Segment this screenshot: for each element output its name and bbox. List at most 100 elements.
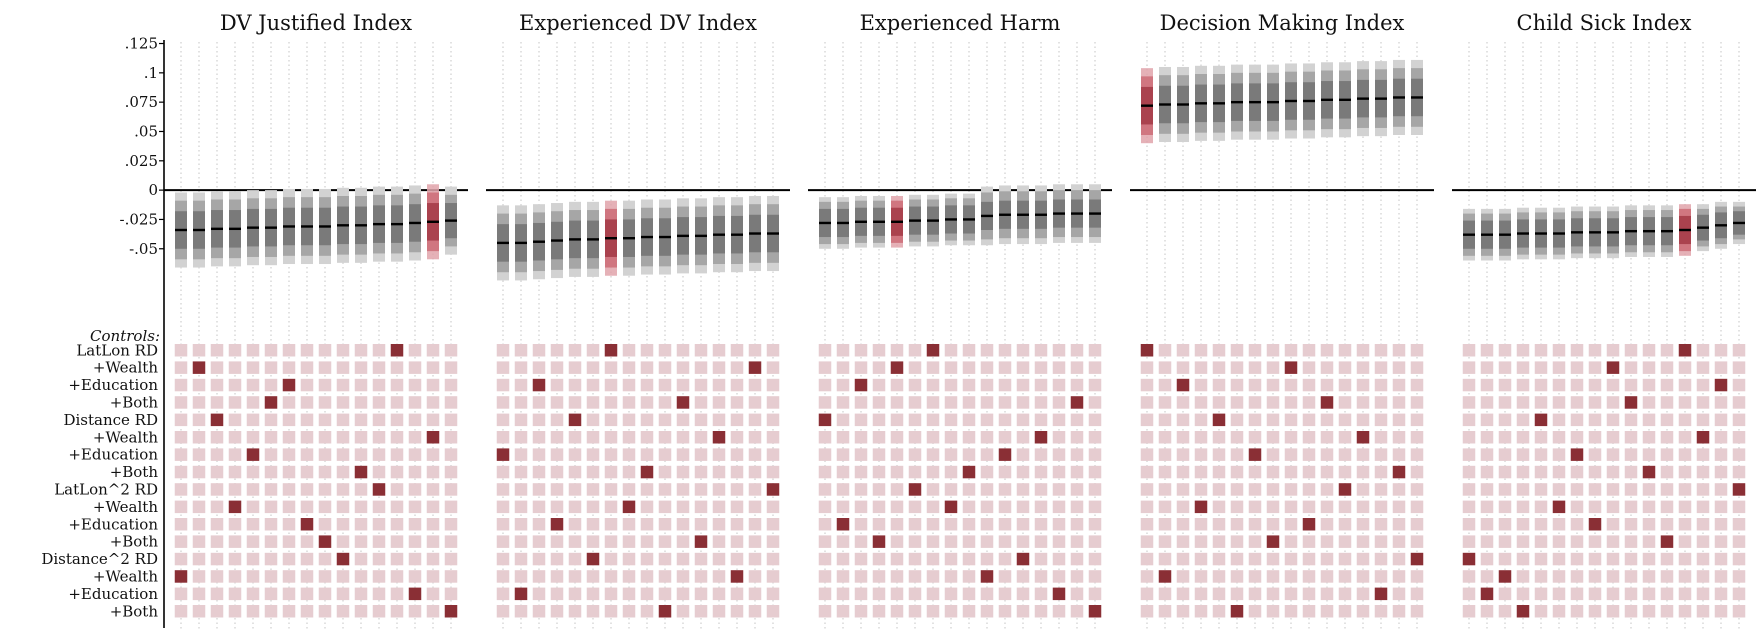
spec-cell [908, 518, 922, 531]
spec-cell [282, 413, 296, 427]
spec-cell [426, 500, 440, 514]
spec-cell [1266, 413, 1280, 427]
spec-cell [1516, 552, 1530, 566]
spec-cell [496, 431, 510, 444]
spec-cell [1714, 500, 1728, 514]
spec-cell-active [998, 448, 1012, 461]
spec-cell [766, 396, 780, 409]
spec-cell [1088, 361, 1102, 374]
spec-cell [1284, 518, 1298, 531]
spec-cell [282, 483, 296, 496]
spec-cell [210, 483, 224, 496]
spec-cell [1714, 552, 1728, 566]
spec-cell [514, 483, 528, 496]
spec-cell [1552, 396, 1566, 409]
spec-cell [1588, 483, 1602, 496]
spec-cell [854, 465, 868, 479]
spec-cell [300, 587, 314, 601]
spec-cell [926, 552, 940, 566]
spec-cell [676, 413, 690, 427]
spec-cell [818, 378, 832, 392]
spec-cell [1660, 361, 1674, 374]
spec-cell [622, 465, 636, 479]
spec-cell [962, 361, 976, 374]
spec-cell [1320, 587, 1334, 601]
spec-cell [712, 396, 726, 409]
spec-cell [1462, 448, 1476, 461]
spec-cell [192, 378, 206, 392]
spec-cell [1480, 552, 1494, 566]
estimate-column [909, 194, 921, 247]
spec-cell [1248, 344, 1262, 357]
spec-cell [444, 552, 458, 566]
spec-cell [282, 500, 296, 514]
spec-cell [174, 413, 188, 427]
spec-cell [1374, 396, 1388, 409]
spec-cell [550, 483, 564, 496]
spec-cell [694, 500, 708, 514]
spec-cell [1194, 483, 1208, 496]
estimate-column [193, 192, 205, 268]
spec-cell [192, 396, 206, 409]
spec-cell [1158, 448, 1172, 461]
spec-cell [1088, 465, 1102, 479]
spec-cell-active [694, 535, 708, 548]
spec-cell [1410, 431, 1424, 444]
spec-cell [514, 431, 528, 444]
estimate-column [515, 205, 527, 281]
spec-cell [1194, 431, 1208, 444]
spec-cell [1410, 535, 1424, 548]
spec-cell [300, 396, 314, 409]
spec-cell [1338, 535, 1352, 548]
spec-cell [246, 378, 260, 392]
spec-cell [908, 605, 922, 618]
spec-cell [1356, 552, 1370, 566]
spec-cell [908, 465, 922, 479]
spec-cell [854, 605, 868, 618]
spec-cell [1410, 344, 1424, 357]
spec-cell [1070, 552, 1084, 566]
spec-cell [532, 361, 546, 374]
spec-cell [1176, 431, 1190, 444]
spec-cell [1374, 518, 1388, 531]
panel-title: DV Justified Index [220, 11, 412, 35]
spec-cell [1356, 535, 1370, 548]
spec-cell [1410, 605, 1424, 618]
spec-cell [390, 483, 404, 496]
spec-cell [318, 465, 332, 479]
spec-cell [712, 500, 726, 514]
spec-cell [174, 431, 188, 444]
spec-cell [1230, 552, 1244, 566]
spec-cell [586, 535, 600, 548]
spec-cell [1070, 378, 1084, 392]
spec-cell [748, 500, 762, 514]
spec-cell [1338, 448, 1352, 461]
spec-cell [1660, 518, 1674, 531]
spec-cell [1624, 413, 1638, 427]
spec-cell [694, 552, 708, 566]
spec-cell [962, 587, 976, 601]
spec-cell [496, 378, 510, 392]
estimate-column [749, 195, 761, 272]
spec-cell [1732, 431, 1746, 444]
spec-cell [1176, 500, 1190, 514]
spec-cell [622, 361, 636, 374]
spec-cell [1320, 413, 1334, 427]
spec-cell [1624, 344, 1638, 357]
spec-cell [1480, 518, 1494, 531]
spec-cell [604, 378, 618, 392]
spec-cell [640, 535, 654, 548]
spec-cell-active [926, 344, 940, 357]
spec-cell [568, 500, 582, 514]
estimate-column [1643, 205, 1655, 257]
spec-cell [1266, 500, 1280, 514]
spec-cell [1410, 378, 1424, 392]
estimate-column [641, 199, 653, 275]
spec-cell [1570, 344, 1584, 357]
spec-cell [1696, 535, 1710, 548]
spec-cell-active [210, 413, 224, 427]
spec-cell [318, 344, 332, 357]
spec-cell [890, 518, 904, 531]
spec-cell [604, 535, 618, 548]
spec-cell [1194, 570, 1208, 583]
